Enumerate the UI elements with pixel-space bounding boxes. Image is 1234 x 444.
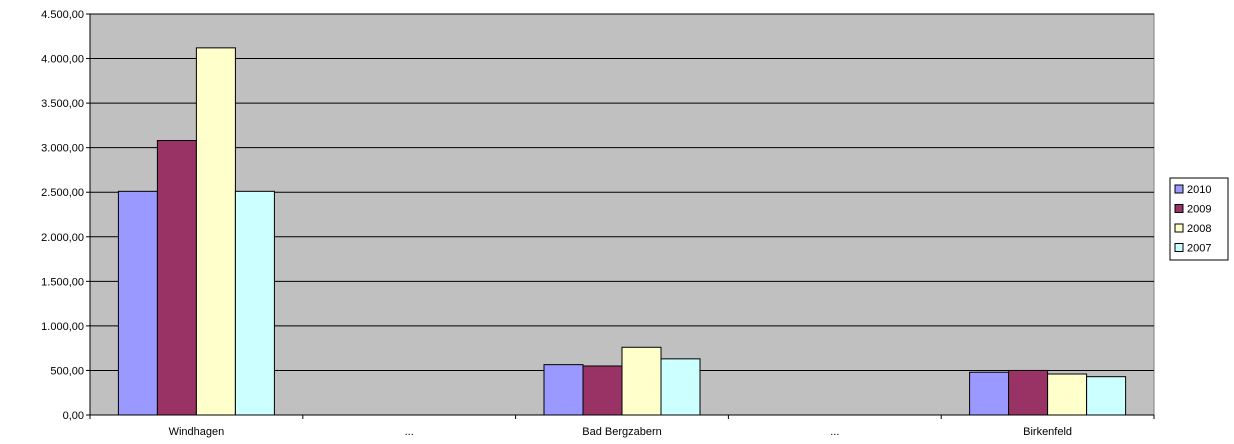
legend-label-2009: 2009: [1187, 204, 1211, 216]
y-tick-label: 3.500,00: [41, 98, 84, 110]
x-category-label: ...: [405, 426, 414, 438]
y-tick-label: 500,00: [50, 365, 84, 377]
y-tick-label: 1.500,00: [41, 276, 84, 288]
y-tick-label: 2.000,00: [41, 232, 84, 244]
y-tick-label: 0,00: [63, 410, 84, 422]
x-category-label: ...: [830, 426, 839, 438]
x-category-label: Windhagen: [169, 426, 225, 438]
bar-2010-2: [543, 364, 584, 416]
y-tick-label: 2.500,00: [41, 187, 84, 199]
legend-label-2008: 2008: [1187, 223, 1211, 235]
legend-swatch-2010: [1174, 184, 1184, 194]
y-tick-label: 4.000,00: [41, 54, 84, 66]
x-category-label: Bad Bergzabern: [582, 426, 662, 438]
legend-swatch-2007: [1174, 243, 1184, 252]
bar-2007-4: [1086, 376, 1127, 416]
bar-2007-0: [234, 190, 275, 416]
bar-2010-0: [117, 190, 158, 416]
bar-2007-2: [660, 358, 701, 416]
legend: 2010 2009 2008 2007: [1169, 177, 1229, 261]
x-axis-labels: Windhagen... Bad Bergzabern... Birkenfeld: [89, 415, 1155, 438]
bars: [117, 47, 1127, 416]
legend-swatch-2009: [1174, 204, 1184, 213]
bar-2008-4: [1047, 373, 1088, 416]
bar-2010-4: [969, 371, 1010, 416]
bar-2009-0: [156, 140, 197, 416]
y-tick-label: 3.000,00: [41, 143, 84, 155]
y-axis-ticks: 0,00 500,00 1.000,00 1.500,00 2.000,00 2.500,…: [41, 9, 90, 422]
bar-2008-0: [195, 47, 236, 416]
bar-2009-4: [1008, 369, 1049, 416]
legend-label-2007: 2007: [1187, 243, 1211, 255]
bar-2009-2: [582, 365, 623, 416]
legend-label-2010: 2010: [1187, 184, 1211, 196]
bar-2008-2: [621, 346, 662, 416]
y-tick-label: 1.000,00: [41, 321, 84, 333]
y-tick-label: 4.500,00: [41, 9, 84, 21]
x-category-label: Birkenfeld: [1023, 426, 1072, 438]
legend-swatch-2008: [1174, 223, 1184, 233]
